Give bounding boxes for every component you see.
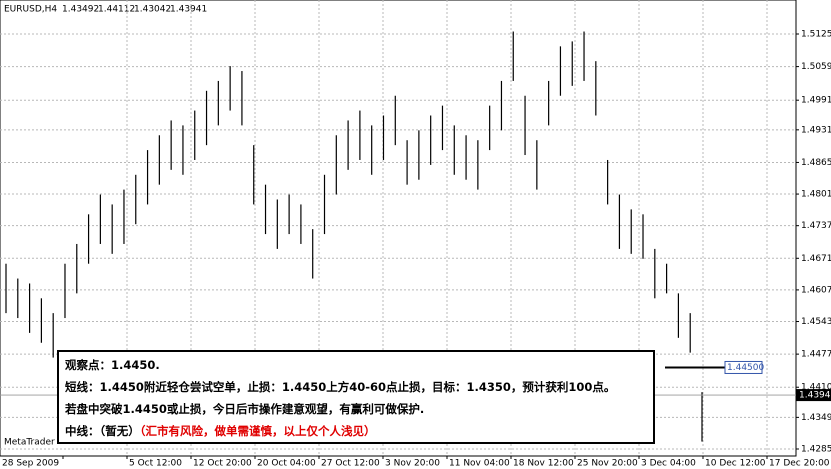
- symbol: EURUSD,H4: [4, 5, 57, 15]
- x-tick-label: 3 Nov 20:00: [385, 459, 440, 469]
- x-tick-label: 18 Nov 12:00: [513, 459, 574, 469]
- y-tick-label: 1.49910: [801, 96, 831, 106]
- note-warning: （汇市有风险，做单需谨慎，以上仅个人浅见）: [139, 424, 376, 438]
- x-tick-label: 11 Nov 04:00: [449, 459, 510, 469]
- y-tick-label: 1.46070: [801, 285, 831, 295]
- header-value: 1.43492: [62, 5, 99, 15]
- x-tick-label: 28 Sep 2009: [2, 459, 59, 469]
- level-label: 1.44500: [727, 363, 764, 373]
- note-line: 中线：（暂无）（汇市有风险，做单需谨慎，以上仅个人浅见）: [65, 420, 647, 442]
- note-line: 若盘中突破1.4450或止损，今日后市操作建意观望，有赢利可做保护.: [65, 402, 425, 416]
- y-tick-label: 1.49310: [801, 125, 831, 135]
- analysis-note: 观察点：1.4450. 短线：1.4450附近轻仓尝试空单，止损：1.4450上…: [57, 350, 655, 444]
- y-tick-label: 1.50590: [801, 62, 831, 72]
- y-tick-label: 1.42850: [801, 444, 831, 454]
- y-tick-label: 1.45430: [801, 317, 831, 327]
- y-tick-label: 1.51250: [801, 29, 831, 39]
- y-tick-label: 1.44100: [801, 383, 831, 393]
- note-line: 观察点：1.4450.: [65, 358, 160, 372]
- y-tick-label: 1.48650: [801, 158, 831, 168]
- note-text: 中线：（暂无）: [65, 424, 140, 438]
- x-tick-label: 25 Nov 20:00: [577, 459, 638, 469]
- y-tick-label: 1.43490: [801, 413, 831, 423]
- y-tick-label: 1.48010: [801, 190, 831, 200]
- header-value: 1.43042: [134, 5, 171, 15]
- y-tick-label: 1.46710: [801, 254, 831, 264]
- x-tick-label: 20 Oct 04:00: [257, 459, 316, 469]
- x-tick-label: 17 Dec 20:00: [769, 459, 830, 469]
- x-tick-label: 27 Oct 12:00: [321, 459, 380, 469]
- x-tick-label: 3 Dec 04:00: [641, 459, 696, 469]
- header: EURUSD,H4: [4, 5, 57, 15]
- header-value: 1.44112: [98, 5, 135, 15]
- current-price-box: [796, 389, 831, 402]
- current-price-label: 1.43941: [799, 391, 831, 401]
- note-line: 短线：1.4450附近轻仓尝试空单，止损：1.4450上方40-60点止损，目标…: [65, 380, 616, 394]
- y-tick-label: 1.44770: [801, 350, 831, 360]
- y-tick-label: 1.47370: [801, 221, 831, 231]
- x-tick-label: 5 Oct 12:00: [129, 459, 182, 469]
- level-box: [724, 360, 763, 374]
- x-tick-label: 12 Oct 20:00: [193, 459, 252, 469]
- x-tick-label: 10 Dec 12:00: [705, 459, 766, 469]
- header-value: 1.43941: [170, 5, 207, 15]
- platform: MetaTrader: [4, 438, 55, 448]
